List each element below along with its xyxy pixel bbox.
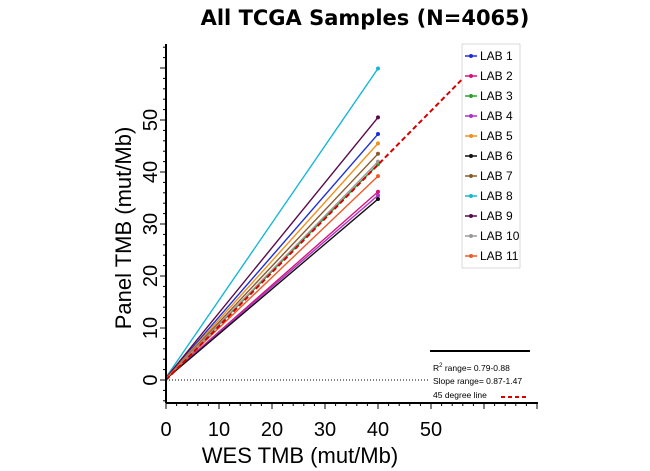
legend-label: LAB 2 bbox=[480, 69, 513, 83]
legend-label: LAB 6 bbox=[480, 149, 513, 163]
legend: LAB 1 LAB 2 LAB 3 LAB 4 LAB 5 LAB 6 LAB 7 LAB 8… bbox=[461, 43, 521, 269]
series-line-lab-10 bbox=[165, 161, 379, 379]
legend-item-lab-1: LAB 1 bbox=[465, 49, 513, 63]
reference-line-note: 45 degree line bbox=[433, 390, 487, 400]
y-tick-label: 40 bbox=[140, 161, 162, 183]
y-tick-label: 30 bbox=[140, 213, 162, 235]
x-tick-label: 20 bbox=[261, 419, 283, 441]
legend-marker bbox=[469, 74, 473, 78]
series-line-lab-11 bbox=[165, 175, 379, 379]
slope-range-note: Slope range= 0.87-1.47 bbox=[433, 376, 522, 386]
legend-marker bbox=[469, 134, 473, 138]
series-endpoint-lab-7 bbox=[376, 151, 380, 156]
x-tick-label: 30 bbox=[314, 419, 336, 441]
series-line-lab-7 bbox=[165, 153, 379, 379]
y-tick-label: 50 bbox=[140, 109, 162, 131]
legend-item-lab-11: LAB 11 bbox=[465, 249, 519, 263]
legend-label: LAB 7 bbox=[480, 169, 513, 183]
legend-item-lab-2: LAB 2 bbox=[465, 69, 513, 83]
series-endpoint-lab-1 bbox=[376, 132, 380, 137]
series-line-lab-5 bbox=[165, 142, 379, 379]
legend-label: LAB 11 bbox=[480, 249, 519, 263]
series-endpoint-lab-4 bbox=[376, 193, 380, 198]
legend-label: LAB 3 bbox=[480, 89, 513, 103]
series-line-lab-1 bbox=[165, 133, 379, 379]
plot-area: 0 10 20 30 40 50 0 10 20 30 40 50 bbox=[140, 44, 538, 441]
legend-item-lab-10: LAB 10 bbox=[465, 229, 520, 243]
series-endpoint-lab-9 bbox=[376, 115, 380, 120]
legend-marker bbox=[469, 154, 473, 158]
series-endpoint-lab-5 bbox=[376, 141, 380, 146]
legend-item-lab-6: LAB 6 bbox=[465, 149, 513, 163]
x-axis-label: WES TMB (mut/Mb) bbox=[202, 443, 398, 468]
series-line-lab-8 bbox=[165, 68, 379, 378]
chart-title: All TCGA Samples (N=4065) bbox=[201, 6, 530, 30]
r2-range-note: R2 range= 0.79-0.88 bbox=[433, 363, 510, 373]
stats-notes: R2 range= 0.79-0.88 Slope range= 0.87-1.… bbox=[430, 350, 530, 400]
legend-item-lab-4: LAB 4 bbox=[465, 109, 513, 123]
legend-marker bbox=[469, 234, 473, 238]
x-tick-label: 0 bbox=[160, 419, 171, 441]
legend-label: LAB 9 bbox=[480, 209, 513, 223]
legend-items: LAB 1 LAB 2 LAB 3 LAB 4 LAB 5 LAB 6 LAB 7 LAB 8… bbox=[465, 49, 520, 263]
y-tick-label: 20 bbox=[140, 265, 162, 287]
x-tick-label: 10 bbox=[208, 419, 230, 441]
legend-item-lab-9: LAB 9 bbox=[465, 209, 513, 223]
series-endpoint-lab-6 bbox=[376, 197, 380, 202]
x-tick-label: 40 bbox=[367, 419, 389, 441]
legend-marker bbox=[469, 194, 473, 198]
series-endpoint-lab-8 bbox=[376, 66, 380, 71]
series-lines bbox=[165, 66, 469, 381]
y-tick-label: 0 bbox=[140, 374, 162, 385]
series-endpoint-lab-11 bbox=[376, 174, 380, 179]
axes bbox=[165, 44, 538, 404]
legend-label: LAB 10 bbox=[480, 229, 520, 243]
legend-marker bbox=[469, 54, 473, 58]
series-line-lab-6 bbox=[165, 198, 379, 380]
legend-item-lab-7: LAB 7 bbox=[465, 169, 513, 183]
series-line-lab-4 bbox=[165, 194, 379, 379]
legend-marker bbox=[469, 174, 473, 178]
legend-marker bbox=[469, 254, 473, 258]
legend-label: LAB 1 bbox=[480, 49, 513, 63]
legend-item-lab-3: LAB 3 bbox=[465, 89, 513, 103]
legend-marker bbox=[469, 114, 473, 118]
legend-label: LAB 8 bbox=[480, 189, 513, 203]
legend-label: LAB 5 bbox=[480, 129, 513, 143]
legend-marker bbox=[469, 214, 473, 218]
legend-marker bbox=[469, 94, 473, 98]
x-tick-label: 50 bbox=[420, 419, 442, 441]
legend-label: LAB 4 bbox=[480, 109, 513, 123]
y-tick-label: 10 bbox=[140, 317, 162, 339]
axis-ticks: 0 10 20 30 40 50 0 10 20 30 40 50 bbox=[140, 46, 538, 441]
y-axis-label: Panel TMB (mut/Mb) bbox=[111, 127, 136, 330]
series-endpoint-lab-2 bbox=[376, 189, 380, 194]
series-line-lab-9 bbox=[165, 116, 379, 379]
legend-item-lab-5: LAB 5 bbox=[465, 129, 513, 143]
legend-item-lab-8: LAB 8 bbox=[465, 189, 513, 203]
